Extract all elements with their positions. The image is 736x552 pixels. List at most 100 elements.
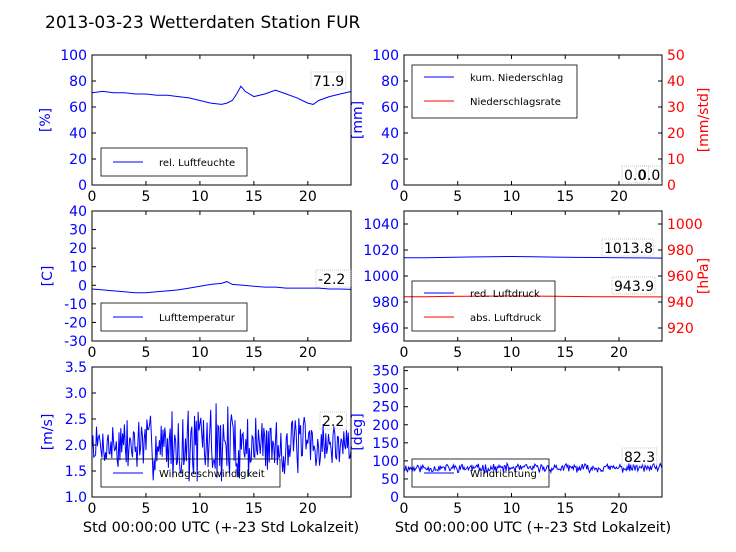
- y-tick-label: 40: [69, 204, 87, 220]
- y-tick-label: 0: [390, 178, 399, 194]
- chart-panel-6: 0 5 10 15 20050100150200250300350[deg]Windri…: [350, 364, 663, 517]
- plot-frame: [91, 366, 352, 498]
- legend-label: Windgeschwindigkeit: [159, 469, 265, 480]
- y2-tick-label: 50: [667, 48, 685, 64]
- y2-tick-label: 30: [667, 100, 685, 116]
- y2-axis-label: [mm/std]: [696, 88, 712, 153]
- legend-frame: [100, 302, 248, 332]
- y-tick-label: 1040: [363, 217, 399, 233]
- y-tick-label: 960: [372, 321, 399, 337]
- y-tick-label: -30: [64, 334, 87, 350]
- y-tick-label: 40: [381, 126, 399, 142]
- chart-panel-2: 0 5 10 15 20 0 20 40 60 80 100 0 10 20 30 40 50 [mm] [mm/s…: [350, 48, 712, 205]
- x-tick-label: 20: [299, 189, 317, 205]
- x-tick-label: 5: [453, 501, 462, 517]
- legend-label: Lufttemperatur: [159, 313, 236, 324]
- y2-tick-label: 20: [667, 126, 685, 142]
- y-tick-label: 50: [381, 472, 399, 488]
- y2-tick-label: 940: [667, 295, 694, 311]
- chart-panel-3: 0 5 10 15 20 -30 -20 -10 0 10 20 30 40 [C] Lufttempera…: [40, 204, 352, 361]
- y-tick-label: 80: [69, 74, 87, 90]
- y2-tick-label: 10: [667, 152, 685, 168]
- y-axis-label: [%]: [38, 108, 54, 132]
- x-tick-label: 10: [503, 189, 521, 205]
- x-tick-label: 20: [610, 345, 628, 361]
- y-tick-label: 3.5: [65, 360, 87, 376]
- y-tick-label: 100: [60, 48, 87, 64]
- y-tick-label: 200: [372, 418, 399, 434]
- x-tick-label: 0: [88, 189, 97, 205]
- y-tick-label: 2.0: [65, 438, 87, 454]
- x-tick-label: 5: [453, 345, 462, 361]
- y-tick-label: 60: [381, 100, 399, 116]
- x-tick-label: 10: [191, 345, 209, 361]
- x-tick-label: 15: [556, 189, 574, 205]
- x-tick-label: 5: [453, 189, 462, 205]
- annotation-box: [635, 165, 664, 184]
- value-annotation: 0.0: [624, 168, 646, 184]
- y-tick-label: 2.5: [65, 412, 87, 428]
- legend-frame: [100, 147, 248, 177]
- value-annotation: -2.2: [318, 272, 345, 288]
- y2-axis-label: [hPa]: [696, 258, 712, 294]
- y-tick-label: 300: [372, 382, 399, 398]
- series-line-6-1: [403, 461, 663, 475]
- x-tick-label: 15: [245, 345, 263, 361]
- chart-panel-5: 0 5 10 15 20 1.0 1.5 2.0 2.5 3.0 3.5 [m/s] Windgesch…: [40, 360, 352, 517]
- plot-frame: [403, 366, 663, 498]
- y-tick-label: 3.0: [65, 386, 87, 402]
- x-tick-label: 15: [556, 345, 574, 361]
- y-tick-label: 80: [381, 74, 399, 90]
- y2-tick-label: 0: [667, 178, 676, 194]
- y-tick-label: 1020: [363, 243, 399, 259]
- x-tick-label: 10: [191, 501, 209, 517]
- legend-frame: [100, 458, 281, 488]
- x-tick-label: 0: [400, 189, 409, 205]
- y-tick-label: 20: [381, 152, 399, 168]
- x-tick-label: 20: [610, 189, 628, 205]
- x-tick-label: 0: [400, 345, 409, 361]
- x-tick-label: 20: [299, 501, 317, 517]
- plot-frame: [91, 54, 352, 186]
- plot-frame: [403, 54, 663, 186]
- x-tick-label: 0: [88, 345, 97, 361]
- figure-title: 2013-03-23 Wetterdaten Station FUR: [45, 13, 361, 33]
- value-annotation: 0.0: [638, 168, 660, 184]
- y-tick-label: 980: [372, 295, 399, 311]
- legend-label: abs. Luftdruck: [470, 313, 541, 324]
- x-tick-label: 10: [503, 345, 521, 361]
- y-tick-label: -20: [64, 315, 87, 331]
- chart-panel-1: 0 5 10 15 20 0 20 40 60 80 100 [%] rel. Luftfeuchte 7…: [38, 48, 352, 205]
- y-tick-label: 0: [78, 178, 87, 194]
- y2-tick-label: 980: [667, 243, 694, 259]
- y2-tick-label: 1000: [667, 217, 703, 233]
- value-annotation: 943.9: [614, 279, 654, 295]
- y-tick-label: 100: [372, 454, 399, 470]
- y-axis-label: [deg]: [350, 413, 366, 450]
- y-tick-label: 0: [390, 490, 399, 506]
- legend: kum. Niederschlag Niederschlagsrate: [411, 64, 578, 119]
- x-axis-label-left: Std 00:00:00 UTC (+-23 Std Lokalzeit): [83, 520, 359, 536]
- x-tick-label: 20: [610, 501, 628, 517]
- y-tick-label: 100: [372, 48, 399, 64]
- y-tick-label: 250: [372, 400, 399, 416]
- legend-frame: [411, 64, 578, 119]
- y-axis-label: [C]: [40, 266, 56, 287]
- x-tick-label: 15: [245, 501, 263, 517]
- annotation-box: [319, 411, 348, 430]
- legend: red. Luftdruck abs. Luftdruck: [411, 280, 556, 332]
- y-tick-label: 60: [69, 100, 87, 116]
- y-axis-label: [m/s]: [40, 414, 56, 451]
- legend: Lufttemperatur: [100, 302, 248, 332]
- legend: Windgeschwindigkeit: [100, 458, 281, 488]
- x-tick-label: 20: [299, 345, 317, 361]
- value-annotation: 2.2: [322, 414, 344, 430]
- y-tick-label: 1000: [363, 269, 399, 285]
- series-line-5-1: [91, 403, 352, 482]
- y-tick-label: 40: [69, 126, 87, 142]
- x-tick-label: 5: [141, 189, 150, 205]
- legend-label: red. Luftdruck: [470, 289, 540, 300]
- series-line-3-1: [91, 281, 352, 294]
- y2-tick-label: 960: [667, 269, 694, 285]
